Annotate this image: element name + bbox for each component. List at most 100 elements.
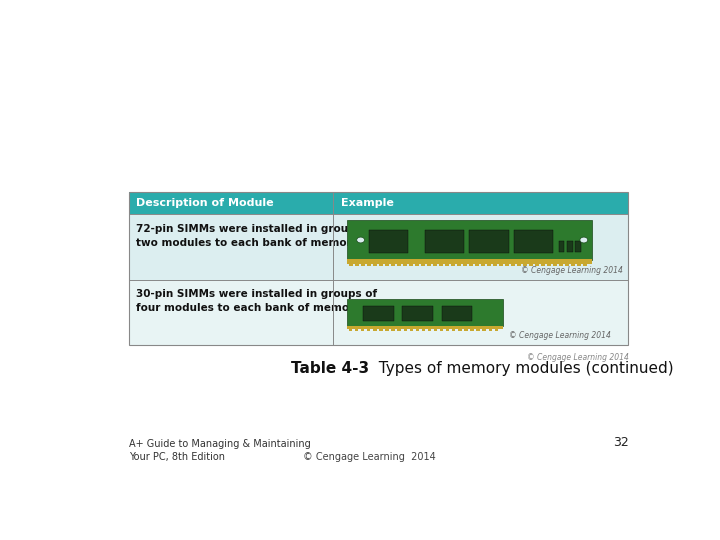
Bar: [347, 299, 503, 326]
Bar: [541, 262, 545, 266]
Bar: [493, 262, 497, 266]
Bar: [518, 262, 521, 266]
Bar: [428, 262, 431, 266]
Bar: [392, 328, 395, 331]
Bar: [482, 262, 485, 266]
Bar: [554, 262, 557, 266]
Bar: [421, 262, 425, 266]
Bar: [129, 214, 333, 280]
Bar: [402, 306, 433, 321]
Bar: [129, 192, 629, 346]
Bar: [495, 328, 498, 331]
Bar: [575, 241, 581, 252]
Bar: [415, 328, 419, 331]
Text: © Cengage Learning 2014: © Cengage Learning 2014: [526, 353, 629, 362]
Circle shape: [580, 237, 588, 243]
Bar: [482, 328, 486, 331]
Bar: [434, 328, 437, 331]
Bar: [559, 241, 564, 252]
Bar: [477, 328, 480, 331]
Bar: [361, 328, 364, 331]
Bar: [441, 306, 472, 321]
Bar: [514, 231, 553, 253]
Bar: [349, 328, 352, 331]
Bar: [379, 262, 383, 266]
Bar: [333, 214, 629, 280]
Bar: [129, 280, 333, 346]
Bar: [500, 262, 503, 266]
Bar: [367, 262, 371, 266]
Bar: [547, 262, 551, 266]
Circle shape: [356, 237, 364, 243]
Text: Types of memory modules (continued): Types of memory modules (continued): [369, 361, 674, 376]
Bar: [347, 326, 503, 329]
Bar: [439, 262, 443, 266]
Bar: [392, 262, 395, 266]
Bar: [446, 328, 449, 331]
Bar: [583, 262, 587, 266]
Bar: [369, 231, 408, 253]
Bar: [511, 262, 515, 266]
Bar: [529, 262, 533, 266]
Text: Your PC, 8th Edition: Your PC, 8th Edition: [129, 452, 225, 462]
Bar: [410, 328, 413, 331]
Bar: [489, 328, 492, 331]
Bar: [505, 262, 509, 266]
Bar: [565, 262, 569, 266]
Bar: [403, 262, 407, 266]
Bar: [403, 328, 407, 331]
Text: 72-pin SIMMs were installed in groups of
two modules to each bank of memory.: 72-pin SIMMs were installed in groups of…: [136, 224, 377, 247]
Bar: [452, 328, 456, 331]
Bar: [415, 262, 419, 266]
Bar: [523, 262, 527, 266]
Bar: [487, 262, 491, 266]
Bar: [451, 262, 455, 266]
Bar: [440, 328, 444, 331]
Bar: [470, 328, 474, 331]
Bar: [577, 262, 581, 266]
Bar: [469, 262, 473, 266]
Bar: [333, 280, 629, 346]
Text: 30-pin SIMMs were installed in groups of
four modules to each bank of memory.: 30-pin SIMMs were installed in groups of…: [136, 289, 377, 313]
Bar: [433, 262, 437, 266]
Bar: [397, 262, 401, 266]
Bar: [469, 231, 508, 253]
Text: Description of Module: Description of Module: [136, 198, 274, 208]
Bar: [347, 220, 593, 260]
Text: © Cengage Learning 2014: © Cengage Learning 2014: [521, 266, 623, 275]
Bar: [374, 262, 377, 266]
Bar: [410, 262, 413, 266]
Bar: [422, 328, 425, 331]
Bar: [572, 262, 575, 266]
Bar: [129, 192, 629, 214]
Bar: [385, 328, 389, 331]
Bar: [349, 262, 353, 266]
Bar: [559, 262, 563, 266]
Bar: [355, 328, 359, 331]
Bar: [464, 328, 467, 331]
Bar: [367, 328, 371, 331]
Text: © Cengage Learning  2014: © Cengage Learning 2014: [302, 452, 436, 462]
Bar: [567, 241, 572, 252]
Bar: [379, 328, 382, 331]
Text: © Cengage Learning 2014: © Cengage Learning 2014: [508, 332, 611, 341]
Bar: [428, 328, 431, 331]
Bar: [457, 262, 461, 266]
Bar: [464, 262, 467, 266]
Bar: [475, 262, 479, 266]
Text: 32: 32: [613, 436, 629, 449]
Bar: [536, 262, 539, 266]
Bar: [425, 231, 464, 253]
Bar: [364, 306, 394, 321]
Bar: [347, 259, 593, 264]
Text: Table 4-3: Table 4-3: [291, 361, 369, 376]
Bar: [373, 328, 377, 331]
Bar: [385, 262, 389, 266]
Bar: [458, 328, 462, 331]
Text: Example: Example: [341, 198, 394, 208]
Bar: [356, 262, 359, 266]
Bar: [446, 262, 449, 266]
Text: A+ Guide to Managing & Maintaining: A+ Guide to Managing & Maintaining: [129, 440, 311, 449]
Bar: [361, 262, 365, 266]
Bar: [397, 328, 401, 331]
